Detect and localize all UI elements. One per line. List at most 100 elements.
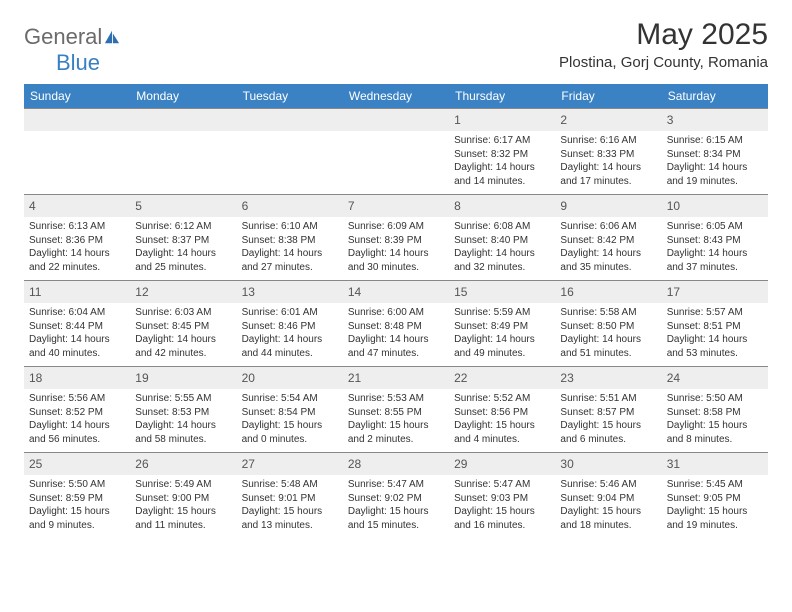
week-row: 00001Sunrise: 6:17 AMSunset: 8:32 PMDayl… [24,108,768,194]
day-cell: 0 [130,109,236,194]
day-cell: 0 [343,109,449,194]
day-number: 7 [348,199,355,213]
day-cell: 2Sunrise: 6:16 AMSunset: 8:33 PMDaylight… [555,109,661,194]
day-number: 25 [29,457,42,471]
day-info: Sunrise: 6:08 AMSunset: 8:40 PMDaylight:… [454,220,550,274]
week-row: 18 Sunrise: 5:56 AMSunset: 8:52 PMDayligh… [24,366,768,452]
weekday-header-row: SundayMondayTuesdayWednesdayThursdayFrid… [24,84,768,108]
day-number-row: 4 [24,195,130,217]
day-number: 8 [454,199,461,213]
day-number: 27 [242,457,255,471]
day-number-row: 16 [555,281,661,303]
day-info: Sunrise: 6:00 AMSunset: 8:48 PMDaylight:… [348,306,444,360]
day-info: Sunrise: 6:17 AMSunset: 8:32 PMDaylight:… [454,134,550,188]
day-number: 9 [560,199,567,213]
day-info: Sunrise: 6:10 AMSunset: 8:38 PMDaylight:… [242,220,338,274]
week-row: 25 Sunrise: 5:50 AMSunset: 8:59 PMDayligh… [24,452,768,538]
day-number: 31 [667,457,680,471]
day-number-row: 21 [343,367,449,389]
day-number: 4 [29,199,36,213]
day-info: Sunrise: 5:47 AMSunset: 9:03 PMDaylight:… [454,478,550,532]
day-number: 3 [667,113,674,127]
day-number-row: 17 [662,281,768,303]
day-number-row: 25 [24,453,130,475]
week-row: 11 Sunrise: 6:04 AMSunset: 8:44 PMDayligh… [24,280,768,366]
logo: GeneralBlue [24,24,121,76]
day-info: Sunrise: 5:48 AMSunset: 9:01 PMDaylight:… [242,478,338,532]
day-number-row: 18 [24,367,130,389]
day-info: Sunrise: 6:04 AMSunset: 8:44 PMDaylight:… [29,306,125,360]
day-number-row: 24 [662,367,768,389]
day-info: Sunrise: 6:15 AMSunset: 8:34 PMDaylight:… [667,134,763,188]
day-info: Sunrise: 5:53 AMSunset: 8:55 PMDaylight:… [348,392,444,446]
day-info: Sunrise: 5:50 AMSunset: 8:59 PMDaylight:… [29,478,125,532]
day-number: 21 [348,371,361,385]
day-cell: 26Sunrise: 5:49 AMSunset: 9:00 PMDayligh… [130,453,236,538]
day-number-row: 28 [343,453,449,475]
day-cell: 5Sunrise: 6:12 AMSunset: 8:37 PMDaylight… [130,195,236,280]
day-number-row: 23 [555,367,661,389]
weekday-header: Thursday [449,84,555,108]
day-cell: 29 Sunrise: 5:47 AMSunset: 9:03 PMDayligh… [449,453,555,538]
day-cell: 18 Sunrise: 5:56 AMSunset: 8:52 PMDayligh… [24,367,130,452]
day-info: Sunrise: 6:09 AMSunset: 8:39 PMDaylight:… [348,220,444,274]
day-info: Sunrise: 5:51 AMSunset: 8:57 PMDaylight:… [560,392,656,446]
day-cell: 15Sunrise: 5:59 AMSunset: 8:49 PMDayligh… [449,281,555,366]
logo-text-1: General [24,24,102,50]
day-number: 24 [667,371,680,385]
day-number: 19 [135,371,148,385]
day-cell: 31 Sunrise: 5:45 AMSunset: 9:05 PMDayligh… [662,453,768,538]
day-info: Sunrise: 6:06 AMSunset: 8:42 PMDaylight:… [560,220,656,274]
day-cell: 24 Sunrise: 5:50 AMSunset: 8:58 PMDayligh… [662,367,768,452]
day-info: Sunrise: 5:54 AMSunset: 8:54 PMDaylight:… [242,392,338,446]
day-info: Sunrise: 5:56 AMSunset: 8:52 PMDaylight:… [29,392,125,446]
day-number: 28 [348,457,361,471]
day-number-row: 31 [662,453,768,475]
day-number: 23 [560,371,573,385]
day-number-row: 0 [237,109,343,131]
day-info: Sunrise: 5:58 AMSunset: 8:50 PMDaylight:… [560,306,656,360]
day-number-row: 0 [130,109,236,131]
day-number: 17 [667,285,680,299]
day-number-row: 27 [237,453,343,475]
weekday-header: Friday [555,84,661,108]
day-number-row: 9 [555,195,661,217]
location: Plostina, Gorj County, Romania [559,54,768,71]
day-number: 1 [454,113,461,127]
day-cell: 19 Sunrise: 5:55 AMSunset: 8:53 PMDayligh… [130,367,236,452]
day-number: 2 [560,113,567,127]
day-number: 13 [242,285,255,299]
day-cell: 14 Sunrise: 6:00 AMSunset: 8:48 PMDayligh… [343,281,449,366]
day-number-row: 6 [237,195,343,217]
day-number-row: 13 [237,281,343,303]
logo-sail-icon [103,29,121,50]
day-number-row: 26 [130,453,236,475]
day-number: 10 [667,199,680,213]
day-info: Sunrise: 5:45 AMSunset: 9:05 PMDaylight:… [667,478,763,532]
day-cell: 28Sunrise: 5:47 AMSunset: 9:02 PMDayligh… [343,453,449,538]
calendar: SundayMondayTuesdayWednesdayThursdayFrid… [24,84,768,538]
day-cell: 8 Sunrise: 6:08 AMSunset: 8:40 PMDaylight… [449,195,555,280]
day-cell: 11 Sunrise: 6:04 AMSunset: 8:44 PMDayligh… [24,281,130,366]
weekday-header: Tuesday [237,84,343,108]
day-cell: 0 [24,109,130,194]
day-number: 16 [560,285,573,299]
day-number-row: 10 [662,195,768,217]
title-block: May 2025 Plostina, Gorj County, Romania [559,18,768,71]
day-info: Sunrise: 6:12 AMSunset: 8:37 PMDaylight:… [135,220,231,274]
day-cell: 23 Sunrise: 5:51 AMSunset: 8:57 PMDayligh… [555,367,661,452]
day-number: 20 [242,371,255,385]
day-cell: 25 Sunrise: 5:50 AMSunset: 8:59 PMDayligh… [24,453,130,538]
day-info: Sunrise: 5:50 AMSunset: 8:58 PMDaylight:… [667,392,763,446]
day-number: 29 [454,457,467,471]
day-info: Sunrise: 5:55 AMSunset: 8:53 PMDaylight:… [135,392,231,446]
day-number-row: 11 [24,281,130,303]
day-cell: 7 Sunrise: 6:09 AMSunset: 8:39 PMDaylight… [343,195,449,280]
day-cell: 13 Sunrise: 6:01 AMSunset: 8:46 PMDayligh… [237,281,343,366]
day-cell: 16 Sunrise: 5:58 AMSunset: 8:50 PMDayligh… [555,281,661,366]
day-info: Sunrise: 5:57 AMSunset: 8:51 PMDaylight:… [667,306,763,360]
day-cell: 0 [237,109,343,194]
day-info: Sunrise: 6:01 AMSunset: 8:46 PMDaylight:… [242,306,338,360]
day-number-row: 2 [555,109,661,131]
day-number-row: 14 [343,281,449,303]
